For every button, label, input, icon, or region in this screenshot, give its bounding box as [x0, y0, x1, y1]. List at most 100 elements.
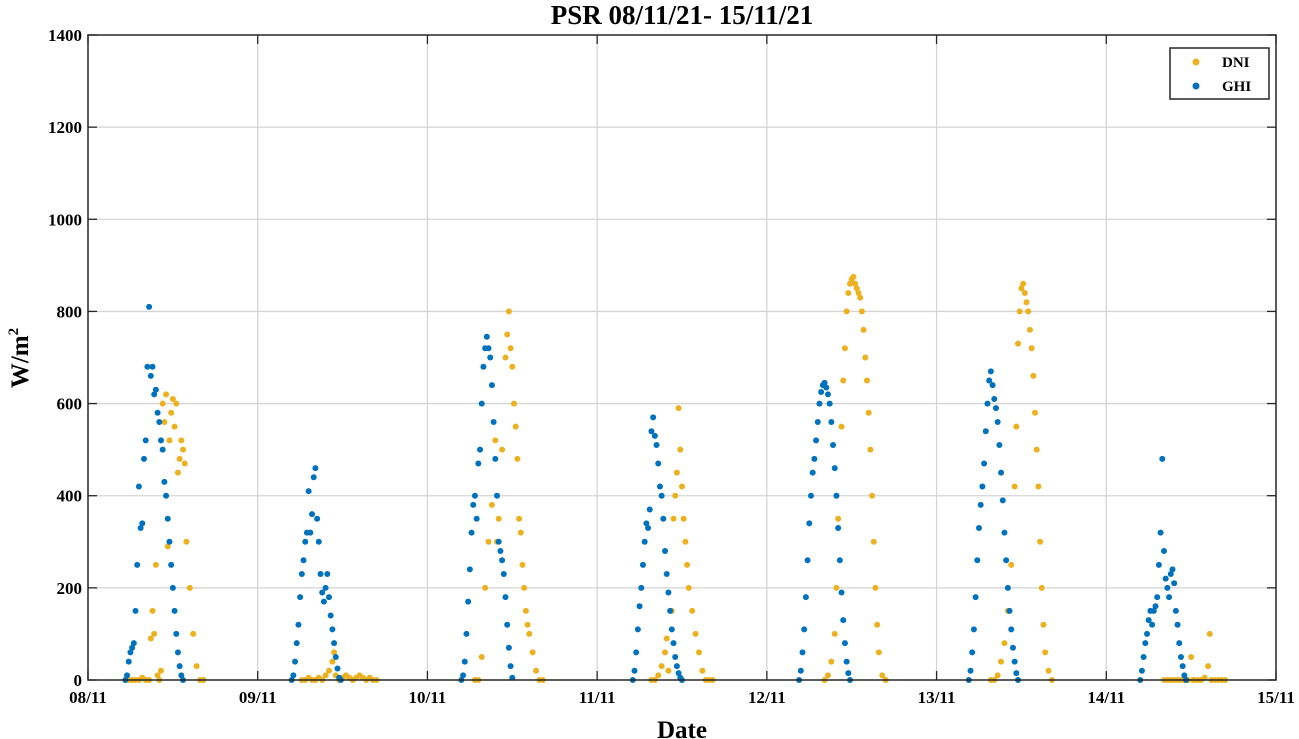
data-point-ghi: [147, 372, 154, 379]
y-tick-label: 1000: [48, 210, 82, 229]
data-point-ghi: [631, 667, 638, 674]
data-point-ghi: [1138, 667, 1145, 674]
data-point-ghi: [969, 649, 976, 656]
data-point-dni: [672, 492, 679, 499]
data-point-ghi: [134, 561, 141, 568]
data-point-ghi: [470, 501, 477, 508]
data-point-ghi: [976, 524, 982, 531]
data-point-ghi: [314, 515, 321, 522]
data-point-ghi: [334, 665, 341, 672]
data-point-dni: [159, 400, 166, 407]
data-point-ghi: [295, 621, 302, 628]
data-point-ghi: [298, 571, 305, 578]
data-point-dni: [863, 377, 870, 384]
data-point-ghi: [332, 653, 339, 660]
data-point-dni: [665, 667, 672, 674]
data-point-ghi: [494, 492, 501, 499]
data-point-dni: [482, 584, 489, 591]
data-point-ghi: [307, 529, 314, 536]
data-point-dni: [862, 354, 869, 361]
data-point-dni: [860, 326, 867, 333]
data-point-ghi: [151, 391, 158, 398]
data-point-ghi: [290, 672, 297, 679]
data-point-dni: [157, 667, 164, 674]
data-point-dni: [824, 672, 831, 679]
data-point-ghi: [648, 428, 655, 435]
data-point-ghi: [838, 589, 845, 596]
data-point-ghi: [1008, 626, 1015, 633]
data-point-dni: [872, 584, 879, 591]
data-point-ghi: [1003, 557, 1010, 564]
data-point-ghi: [169, 584, 176, 591]
data-point-dni: [180, 446, 187, 453]
data-point-ghi: [1174, 621, 1181, 628]
data-point-dni: [853, 285, 860, 292]
data-point-dni: [488, 501, 495, 508]
data-point-dni: [679, 483, 685, 490]
data-point-ghi: [987, 368, 994, 375]
data-point-ghi: [487, 354, 494, 361]
data-point-ghi: [1149, 621, 1156, 628]
data-point-ghi: [495, 538, 502, 545]
data-point-dni: [680, 515, 687, 522]
data-point-dni: [1016, 308, 1023, 315]
data-point-ghi: [970, 626, 977, 633]
data-point-ghi: [135, 483, 142, 490]
data-point-ghi: [807, 492, 814, 499]
data-point-ghi: [478, 400, 485, 407]
x-tick-label: 11/11: [579, 688, 616, 707]
data-point-ghi: [811, 455, 818, 462]
data-point-dni: [677, 446, 684, 453]
data-point-ghi: [1157, 529, 1164, 536]
data-point-ghi: [129, 644, 136, 651]
data-point-dni: [663, 635, 670, 642]
data-point-ghi: [801, 626, 808, 633]
data-point-ghi: [804, 557, 811, 564]
y-tick-label: 200: [57, 579, 83, 598]
data-point-ghi: [1166, 594, 1173, 601]
data-point-ghi: [168, 561, 175, 568]
data-point-dni: [673, 469, 680, 476]
data-point-dni: [1037, 538, 1044, 545]
data-point-dni: [533, 667, 540, 674]
data-point-ghi: [989, 382, 996, 389]
y-tick-label: 1400: [48, 26, 82, 45]
data-point-ghi: [509, 674, 516, 681]
data-point-dni: [331, 649, 338, 656]
data-point-ghi: [139, 520, 146, 527]
data-point-dni: [670, 515, 677, 522]
data-point-ghi: [799, 649, 806, 656]
data-point-dni: [1020, 280, 1027, 287]
data-point-dni: [164, 543, 171, 550]
data-point-ghi: [650, 414, 657, 421]
data-point-ghi: [646, 506, 653, 513]
data-point-ghi: [312, 465, 319, 472]
data-point-ghi: [1176, 640, 1183, 647]
data-point-ghi: [171, 607, 178, 614]
data-point-ghi: [634, 626, 641, 633]
data-point-dni: [505, 308, 512, 315]
data-point-ghi: [999, 497, 1006, 504]
data-point-ghi: [324, 571, 331, 578]
data-point-dni: [1026, 326, 1033, 333]
data-point-ghi: [1181, 672, 1188, 679]
data-point-ghi: [831, 465, 838, 472]
data-point-dni: [1035, 483, 1042, 490]
data-point-dni: [870, 538, 877, 545]
data-point-dni: [517, 529, 524, 536]
data-point-ghi: [157, 437, 164, 444]
data-point-ghi: [502, 594, 509, 601]
data-point-dni: [181, 460, 188, 467]
x-tick-label: 12/11: [748, 688, 786, 707]
data-point-ghi: [1009, 644, 1016, 651]
data-point-dni: [689, 607, 696, 614]
data-point-ghi: [1011, 658, 1018, 665]
data-point-ghi: [651, 432, 658, 439]
y-axis-label-text: W/m: [7, 335, 34, 388]
data-point-dni: [1021, 290, 1028, 296]
data-point-ghi: [826, 400, 833, 407]
data-point-dni: [1038, 584, 1045, 591]
data-point-dni: [1032, 409, 1039, 416]
data-point-ghi: [1001, 529, 1008, 536]
x-tick-label: 10/11: [409, 688, 447, 707]
